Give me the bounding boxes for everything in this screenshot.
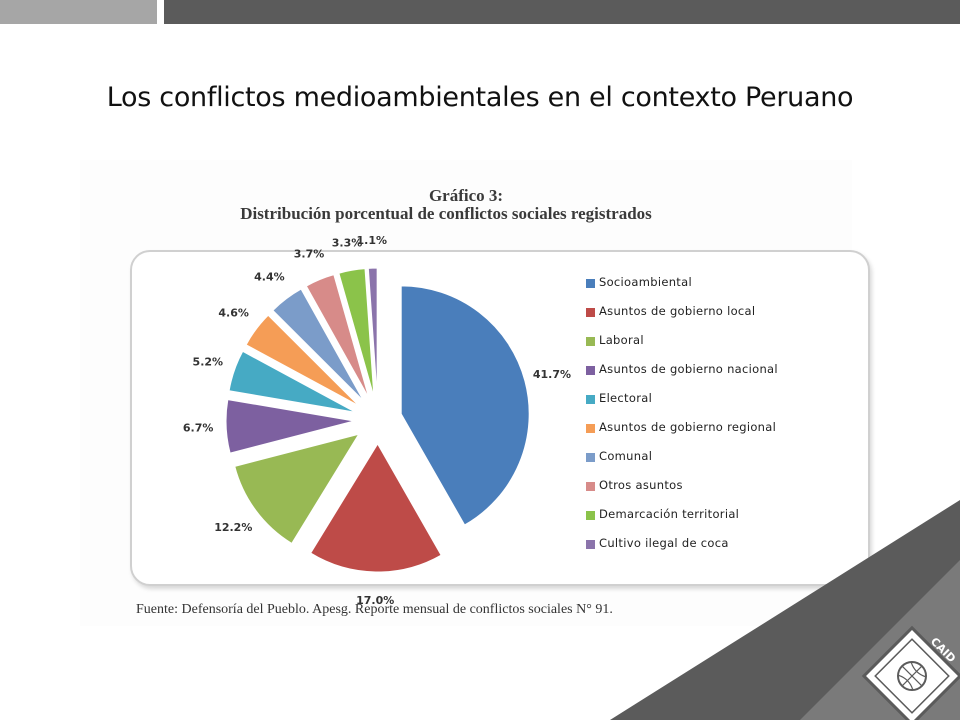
legend-label: Laboral (599, 333, 644, 347)
chart-source: Fuente: Defensoría del Pueblo. Apesg. Re… (136, 602, 613, 617)
legend-swatch (586, 366, 595, 375)
pie-slice-1 (400, 285, 530, 526)
top-bar-right (164, 0, 960, 24)
pie-slice-5 (228, 350, 356, 413)
pie-slice-9 (338, 268, 375, 397)
pie-slice-7 (272, 288, 364, 402)
pie-data-label: 4.4% (254, 270, 285, 283)
legend-label: Cultivo ilegal de coca (599, 536, 729, 550)
legend-label: Asuntos de gobierno local (599, 304, 756, 318)
legend-swatch (586, 482, 595, 491)
pie-data-label: 41.7% (533, 368, 571, 381)
legend-label: Electoral (599, 391, 653, 405)
pie-data-label: 3.3% (332, 237, 363, 250)
pie-slice-3 (234, 433, 360, 545)
legend-label: Asuntos de gobierno regional (599, 420, 777, 434)
pie-data-label: 4.6% (218, 307, 249, 320)
pie-data-label: 3.7% (294, 248, 325, 261)
pie-slice-2 (309, 443, 442, 573)
slide-title: Los conflictos medioambientales en el co… (106, 82, 854, 113)
pie-data-label: 17.0% (356, 594, 394, 607)
top-bar-left (0, 0, 157, 24)
legend-swatch (586, 337, 595, 346)
pie-slice-4 (225, 399, 355, 454)
pie-data-label: 12.2% (214, 521, 252, 534)
legend-label: Asuntos de gobierno nacional (599, 362, 778, 376)
pie-data-label: 5.2% (193, 355, 224, 368)
legend-label: Demarcación territorial (599, 507, 740, 521)
pie-slice-10 (367, 267, 378, 397)
pie-data-label: 6.7% (183, 422, 214, 435)
legend-swatch (586, 395, 595, 404)
legend-swatch (586, 511, 595, 520)
pie-slice-6 (245, 314, 360, 407)
legend-label: Socioambiental (599, 275, 692, 289)
legend-swatch (586, 540, 595, 549)
pie-data-label: 1.1% (357, 234, 388, 247)
legend-swatch (586, 308, 595, 317)
legend-swatch (586, 279, 595, 288)
legend-swatch (586, 453, 595, 462)
legend-label: Otros asuntos (599, 478, 683, 492)
legend-swatch (586, 424, 595, 433)
legend-label: Comunal (599, 449, 653, 463)
chart-subtitle: Distribución porcentual de conflictos so… (240, 204, 652, 223)
chart-title: Gráfico 3: (428, 186, 504, 205)
pie-slice-8 (305, 274, 370, 399)
